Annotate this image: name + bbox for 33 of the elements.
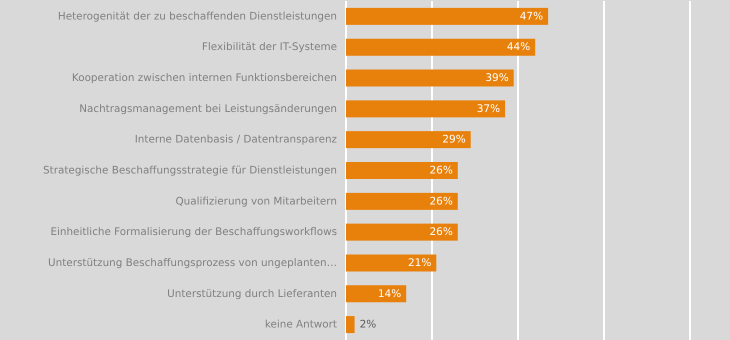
y-tick-label: Unterstützung Beschaffungsprozess von ungeplanten… [48,256,337,269]
y-tick-label: keine Antwort [264,318,337,331]
bar [346,285,406,302]
y-tick-label: Qualifizierung von Mitarbeitern [175,195,337,208]
bar [346,8,548,25]
data-label: 14% [378,288,402,300]
y-tick-label: Unterstützung durch Lieferanten [167,288,337,300]
data-label: 2% [360,318,376,331]
data-label: 29% [442,134,466,146]
bar [346,38,536,56]
data-label: 37% [476,102,500,115]
data-label: 47% [520,10,544,22]
y-tick-label: Strategische Beschaffungsstrategie für Dienstleistungen [43,164,337,176]
bar [346,224,458,241]
bar [346,316,355,334]
bar [346,192,458,210]
bar [346,254,436,272]
y-tick-label: Heterogenität der zu beschaffenden Dienstleistungen [58,10,337,22]
bar [346,70,514,87]
data-label: 39% [485,72,509,84]
data-label: 26% [429,226,453,238]
y-tick-label: Interne Datenbasis / Datentransparenz [134,134,337,146]
y-tick-label: Flexibilität der IT-Systeme [202,41,337,54]
data-label: 44% [506,41,530,54]
bar [346,100,506,118]
bar [346,162,458,179]
bar [346,131,471,148]
y-tick-label: Kooperation zwischen internen Funktionsbereichen [72,72,337,84]
data-label: 26% [429,195,453,208]
y-tick-label: Einheitliche Formalisierung der Beschaffungsworkflows [50,226,337,238]
y-tick-label: Nachtragsmanagement bei Leistungsänderungen [79,102,337,115]
data-label: 26% [429,164,453,176]
data-label: 21% [408,256,432,269]
